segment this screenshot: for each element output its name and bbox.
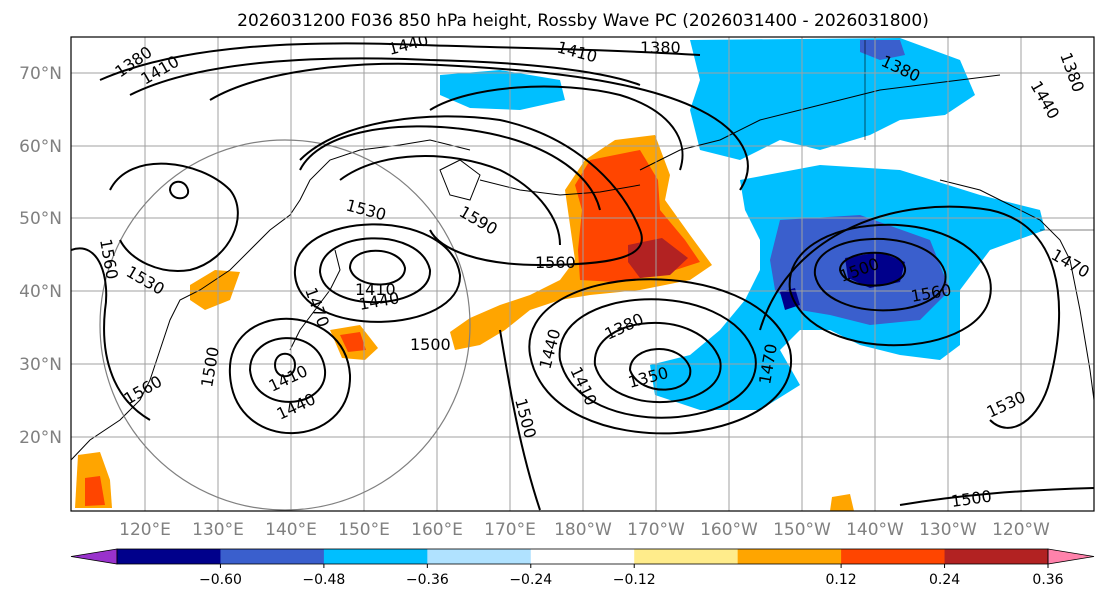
contour-low-east-2 bbox=[813, 237, 947, 312]
map-frame bbox=[70, 36, 1095, 512]
lat-label: 40°N bbox=[19, 282, 62, 302]
anomaly-positive-south bbox=[830, 494, 854, 511]
colorbar-tick-label: −0.12 bbox=[613, 572, 656, 588]
lat-label: 50°N bbox=[19, 209, 62, 229]
lon-label: 170°W bbox=[627, 520, 685, 540]
lon-label: 160°W bbox=[700, 520, 758, 540]
colorbar: −0.60−0.48−0.36−0.24−0.120.120.240.360.4… bbox=[70, 548, 1095, 588]
coastlines bbox=[71, 40, 1094, 461]
graticule bbox=[71, 37, 1094, 511]
lat-label: 60°N bbox=[19, 137, 62, 157]
contour-low-central-1 bbox=[628, 348, 692, 391]
colorbar-segment bbox=[323, 549, 428, 564]
colorbar-segment bbox=[841, 549, 946, 564]
lon-label: 140°W bbox=[846, 520, 904, 540]
contour-1560-ridge bbox=[299, 115, 643, 267]
contour-low-central-3 bbox=[558, 298, 757, 419]
contour-small-ring bbox=[168, 180, 190, 200]
colorbar-tick-label: −0.60 bbox=[199, 572, 242, 588]
contour-label: 1560 bbox=[535, 253, 576, 272]
lat-label: 30°N bbox=[19, 355, 62, 375]
colorbar-segments bbox=[70, 548, 1095, 565]
colorbar-tick-label: 0.12 bbox=[826, 572, 857, 588]
lon-label: 120°E bbox=[119, 520, 171, 540]
coastline-japan bbox=[289, 249, 341, 351]
coastline-asia bbox=[71, 139, 471, 461]
coastline-america bbox=[939, 179, 1094, 401]
lon-label: 170°E bbox=[484, 520, 536, 540]
lon-axis: 120°E 130°E 140°E 150°E 160°E 170°E 180°… bbox=[119, 520, 1050, 540]
contour-label: 1380 bbox=[640, 38, 681, 57]
contour-low-west-3 bbox=[293, 223, 462, 323]
contour-label: 1500 bbox=[410, 335, 451, 354]
contour-1530-loop bbox=[299, 125, 601, 211]
contour-1410-north bbox=[129, 57, 641, 96]
contour-1560-west bbox=[71, 247, 151, 421]
lon-label: 120°W bbox=[992, 520, 1050, 540]
lat-label: 70°N bbox=[19, 64, 62, 84]
contour-label: 1410 bbox=[355, 280, 396, 299]
contour-west-edge bbox=[109, 162, 239, 272]
figure-title: 2026031200 F036 850 hPa height, Rossby W… bbox=[237, 11, 929, 31]
contour-low-east-3 bbox=[788, 223, 992, 347]
reference-circle bbox=[99, 139, 471, 511]
lon-label: 180°W bbox=[554, 520, 612, 540]
contour-low-central-2 bbox=[593, 321, 722, 403]
anomaly-positive-southwest-core bbox=[85, 476, 105, 506]
contour-low-sw-2 bbox=[248, 337, 327, 403]
lon-label: 130°E bbox=[192, 520, 244, 540]
colorbar-frame bbox=[116, 548, 1049, 565]
lon-label: 150°E bbox=[338, 520, 390, 540]
contour-low-sw-1 bbox=[273, 352, 297, 378]
anomaly-positive-west bbox=[190, 270, 240, 310]
contour-low-east-1 bbox=[838, 251, 907, 287]
colorbar-segment bbox=[427, 549, 532, 564]
colorbar-segment bbox=[944, 549, 1049, 564]
lat-label: 20°N bbox=[19, 428, 62, 448]
anomaly-positive-west2-core bbox=[340, 332, 366, 352]
anomaly-negative-north bbox=[690, 38, 975, 160]
colorbar-tick-label: −0.48 bbox=[302, 572, 345, 588]
contour-1590 bbox=[339, 155, 561, 246]
colorbar-segment bbox=[117, 549, 221, 564]
colorbar-segment bbox=[737, 549, 842, 564]
contour-low-west-1 bbox=[348, 249, 407, 286]
contour-low-sw-3 bbox=[228, 317, 352, 435]
contour-1380-north bbox=[99, 42, 701, 81]
colorbar-extend-low bbox=[70, 548, 118, 565]
colorbar-segment bbox=[220, 549, 325, 564]
lon-label: 160°E bbox=[411, 520, 463, 540]
contour-1500-south bbox=[499, 329, 541, 511]
contour-1470-arctic bbox=[429, 85, 684, 171]
coastline-aleutians bbox=[479, 179, 641, 196]
colorbar-tick-label: −0.24 bbox=[509, 572, 552, 588]
height-contours bbox=[71, 42, 1094, 511]
map-panel: 1380 1410 1440 1410 1380 1380 1560 1530 … bbox=[70, 36, 1095, 512]
lon-label: 130°W bbox=[919, 520, 977, 540]
colorbar-tick-label: 0.36 bbox=[1032, 572, 1063, 588]
colorbar-extend-high bbox=[1047, 548, 1095, 565]
contour-low-central-4 bbox=[528, 278, 793, 435]
coastline-kamchatka bbox=[439, 159, 481, 201]
anomaly-negative-dark-north bbox=[860, 40, 905, 60]
colorbar-ticks: −0.60−0.48−0.36−0.24−0.120.120.240.360.4… bbox=[199, 564, 1064, 588]
contour-low-west-2 bbox=[318, 237, 432, 304]
colorbar-tick-label: 0.24 bbox=[929, 572, 960, 588]
lat-axis: 70°N 60°N 50°N 40°N 30°N 20°N bbox=[19, 64, 62, 448]
colorbar-segment bbox=[530, 549, 635, 564]
contour-1440-north bbox=[209, 62, 749, 191]
anomaly-positive-core bbox=[628, 238, 688, 278]
colorbar-segment bbox=[634, 549, 739, 564]
anomaly-negative-northwest bbox=[440, 70, 565, 110]
colorbar-tick-label: −0.36 bbox=[406, 572, 449, 588]
lon-label: 150°W bbox=[773, 520, 831, 540]
coastline-alaska bbox=[639, 74, 1001, 171]
lon-label: 140°E bbox=[265, 520, 317, 540]
contour-1530-east bbox=[759, 205, 1061, 429]
contour-1500-se bbox=[899, 487, 1094, 506]
